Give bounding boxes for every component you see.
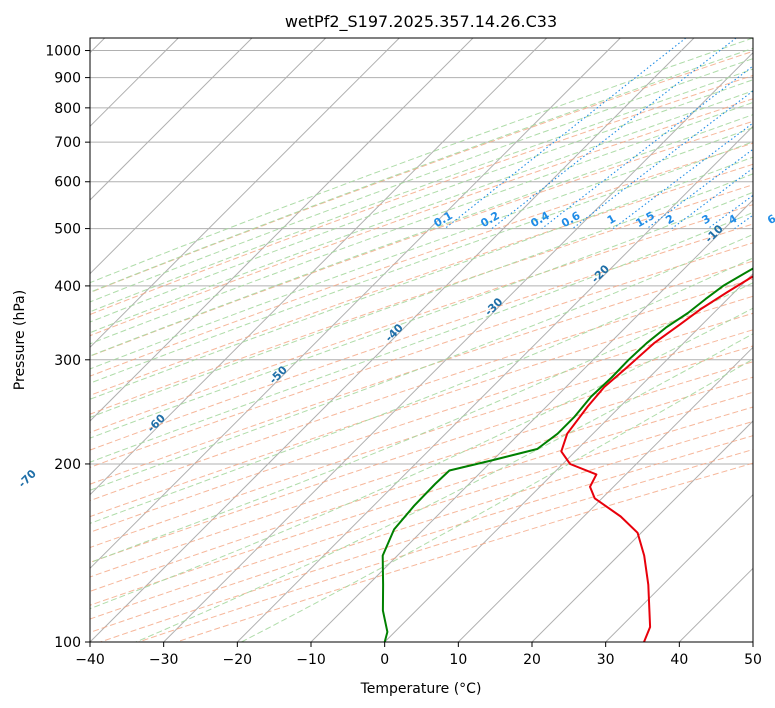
dry-adiabat-line: [90, 329, 753, 549]
plot-frame: [89, 37, 754, 643]
dry-adiabat-line: [90, 406, 753, 620]
dry-adiabat-line: [90, 361, 753, 578]
y-tick-label: 600: [54, 175, 81, 191]
dry-adiabat-line: [90, 50, 753, 294]
isotherm-line: [90, 38, 253, 201]
mixing-ratio-line: [671, 167, 753, 230]
y-axis-label: Pressure (hPa): [12, 290, 28, 390]
x-tick-label: 30: [597, 652, 615, 668]
isotherm-line: [457, 346, 753, 642]
dry-adiabats: [90, 50, 753, 642]
y-tick-label: 200: [54, 457, 81, 473]
moist-adiabat-line: [90, 282, 753, 564]
y-tick-label: 400: [54, 279, 81, 295]
isotherm-line: [90, 38, 400, 349]
mixing-ratio-line: [572, 90, 753, 230]
isotherm-line: [531, 420, 753, 642]
sounding-series: [381, 267, 753, 642]
y-axis-ticks: 100 200 300 400 500 600 700 800 900 1000: [45, 44, 90, 651]
moist-adiabat-line: [90, 257, 753, 524]
moist-adiabat-line: [90, 191, 753, 439]
mixing-ratio-line: [541, 65, 753, 230]
x-axis-ticks: −40 −30 −20 −10 0 10 20 30 40 50: [75, 642, 762, 668]
dry-adiabat-line: [90, 312, 753, 533]
y-tick-label: 300: [54, 353, 81, 369]
moist-adiabat-line: [90, 114, 753, 357]
dry-adiabat-line: [90, 420, 753, 633]
dry-adiabat-line: [100, 435, 753, 642]
x-tick-label: 0: [380, 652, 389, 668]
dry-adiabat-line: [90, 184, 753, 415]
dry-adiabat-line: [90, 74, 753, 316]
y-tick-label: 900: [54, 71, 81, 87]
isotherm-line: [90, 38, 548, 496]
isotherm-line: [163, 51, 753, 642]
chart-title: wetPf2_S197.2025.357.14.26.C33: [285, 12, 557, 32]
moist-adiabat-line: [90, 58, 753, 303]
isotherm-line: [90, 38, 327, 275]
x-tick-label: −10: [296, 652, 326, 668]
mixing-ratio-lines: [444, 38, 753, 230]
mixing-ratio-label: 6: [765, 212, 775, 227]
x-tick-label: 20: [523, 652, 541, 668]
x-tick-label: 10: [449, 652, 467, 668]
moist-adiabat-line: [241, 358, 753, 642]
dry-adiabat-line: [176, 462, 753, 642]
plot-area: [90, 38, 753, 642]
y-tick-label: 1000: [45, 44, 81, 60]
isotherm-grid: [90, 38, 753, 642]
isotherm-line: [605, 493, 753, 642]
moist-adiabat-line: [90, 90, 753, 334]
isotherm-line: [236, 125, 753, 642]
x-tick-label: −30: [149, 652, 179, 668]
temperature-profile-line: [560, 275, 753, 642]
moist-adiabat-line: [90, 38, 753, 284]
moist-adiabat-line: [90, 211, 753, 463]
dry-adiabat-line: [90, 223, 753, 451]
x-tick-label: 50: [744, 652, 762, 668]
y-tick-label: 800: [54, 101, 81, 117]
moist-adiabat-line: [90, 47, 753, 293]
moist-adiabat-line: [90, 101, 753, 345]
x-axis-label: Temperature (°C): [360, 681, 482, 697]
y-tick-label: 500: [54, 222, 81, 238]
moist-adiabat-line: [90, 233, 753, 491]
moist-adiabat-line: [90, 173, 753, 418]
y-tick-label: 700: [54, 135, 81, 151]
isotherm-line: [90, 38, 621, 570]
dewpoint-profile-line: [381, 267, 753, 642]
moist-adiabat-line: [90, 79, 753, 323]
isotherm-line: [90, 38, 474, 422]
dry-adiabat-line: [90, 142, 753, 377]
dry-adiabat-line: [90, 391, 753, 606]
moist-adiabat-line: [90, 307, 753, 610]
x-tick-label: −40: [75, 652, 105, 668]
dry-adiabat-line: [90, 163, 753, 396]
moist-adiabat-line: [90, 156, 753, 400]
isotherm-line: [384, 272, 753, 642]
moist-adiabat-line: [90, 127, 753, 370]
y-tick-label: 100: [54, 635, 81, 651]
moist-adiabats: [90, 38, 753, 642]
dry-adiabat-line: [90, 98, 753, 337]
moist-adiabat-line: [135, 333, 753, 642]
x-tick-label: 40: [670, 652, 688, 668]
x-tick-label: −20: [223, 652, 253, 668]
moist-adiabat-line: [90, 141, 753, 384]
isotherm-line: [90, 38, 695, 642]
dry-adiabat-line: [90, 242, 753, 468]
dry-adiabat-line: [90, 295, 753, 518]
